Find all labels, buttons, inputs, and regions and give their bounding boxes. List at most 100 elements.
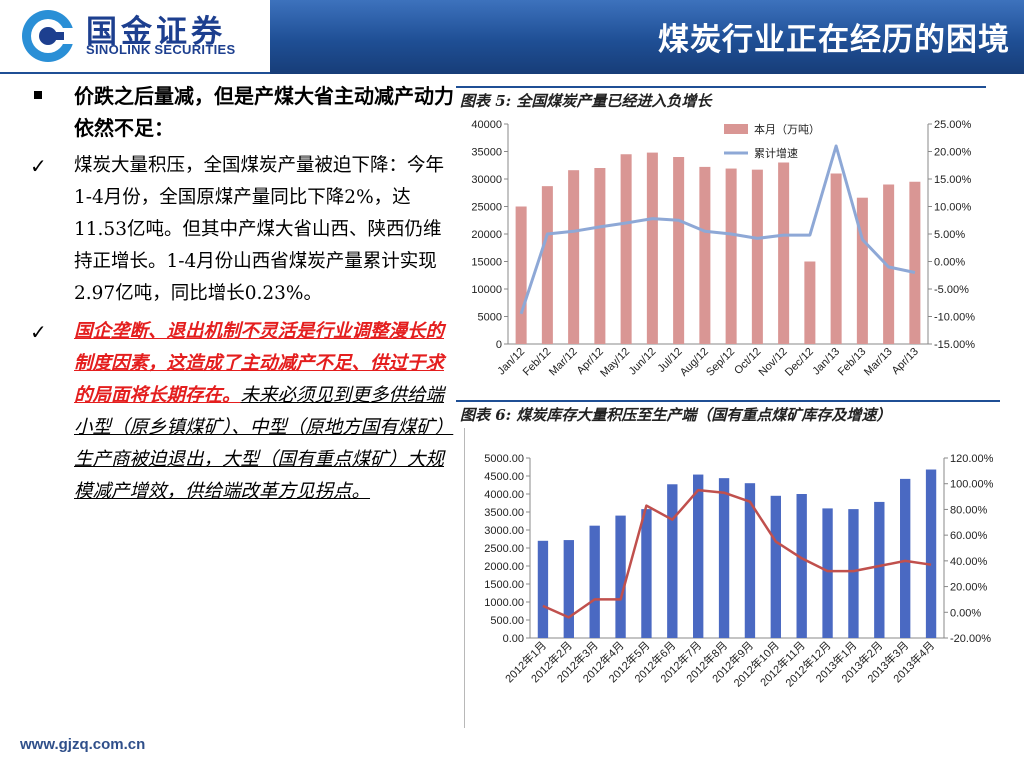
chart2-frame-line [464,428,465,728]
bar [874,501,885,638]
logo-english-name: SINOLINK SECURITIES [86,42,236,57]
x-tick-label: Mar/13 [862,346,895,379]
bar [699,166,711,344]
legend-swatch-bar [724,124,748,134]
left-tick-label: 20000 [471,229,502,241]
bar [537,540,549,638]
left-tick-label: 1500.00 [484,579,524,591]
right-tick-label: 20.00% [950,582,988,594]
right-tick-label: 25.00% [934,119,972,131]
bar [900,478,911,638]
bar [620,154,632,344]
right-tick-label: 5.00% [934,229,965,241]
right-tick-label: -10.00% [934,312,975,324]
chart2-coal-inventory: 5000.00 4500.00 4000.00 3500.00 3000.00 2500.… [484,453,994,690]
left-tick-label: 4000.00 [484,489,524,501]
bar [830,173,842,344]
x-tick-label: Apr/13 [890,346,921,377]
bar [883,184,895,344]
bar [615,515,626,638]
left-tick-label: 35000 [471,147,502,159]
check-point-2-text: 煤炭大量积压，全国煤炭产量被迫下降：今年1-4月份，全国原煤产量同比下降2%，达… [74,155,445,304]
bar [594,168,606,344]
legend-label-line: 累计增速 [754,146,798,160]
x-tick-label: Aug/12 [678,346,711,379]
bar [822,508,833,638]
bar [693,474,704,638]
bar [925,469,937,638]
x-tick-label: Sep/12 [704,346,737,379]
right-tick-label: 15.00% [934,174,972,186]
bar [856,197,868,344]
left-tick-label: 2500.00 [484,543,524,555]
bar [563,540,574,638]
chart1-top-rule [456,86,986,88]
legend-label-bar: 本月（万吨） [754,122,820,136]
bar [804,261,816,344]
right-tick-label: 80.00% [950,504,988,516]
bar [515,206,527,344]
left-tick-label: 5000 [478,312,502,324]
right-tick-label: 0.00% [934,257,965,269]
x-tick-label: Dec/12 [783,346,816,379]
bar [568,170,580,344]
check-point-3-text: 未来必须见到更多供给端小型（原乡镇煤矿）、中型（原地方国有煤矿）生产商被迫退出，… [74,385,454,502]
left-tick-label: 0 [496,339,502,351]
bar [796,494,807,638]
left-tick-label: 500.00 [490,615,524,627]
right-tick-label: -5.00% [934,284,969,296]
right-tick-label: 0.00% [950,607,981,619]
square-bullet-icon [34,91,42,99]
bar [848,509,859,638]
chart1-title: 图表 5: 全国煤炭产量已经进入负增长 [460,92,712,110]
bar [778,162,790,344]
left-tick-label: 3500.00 [484,507,524,519]
chart2-top-rule [456,400,1000,402]
bar [673,157,685,344]
x-tick-label: Feb/13 [836,346,869,379]
right-tick-label: -20.00% [950,633,991,645]
bar [718,478,730,638]
bar [641,509,652,638]
logo-chinese-name: 国金证券 [86,14,226,50]
right-tick-label: 120.00% [950,453,994,465]
right-tick-label: 60.00% [950,530,988,542]
left-tick-label: 30000 [471,174,502,186]
bar [744,483,756,638]
right-tick-label: -15.00% [934,339,975,351]
bar [725,168,737,344]
series-line [519,144,916,315]
bar [751,169,763,344]
footer-website: www.gjzq.com.cn [20,736,146,753]
x-tick-label: Feb/12 [521,346,554,379]
bullet-point-1-text: 价跌之后量减，但是产煤大省主动减产动力依然不足： [74,84,454,140]
left-tick-label: 1000.00 [484,597,524,609]
left-tick-label: 0.00 [503,633,524,645]
page-title: 煤炭行业正在经历的困境 [658,22,1010,58]
left-tick-label: 40000 [471,119,502,131]
left-tick-label: 4500.00 [484,471,524,483]
chart2-title: 图表 6: 煤炭库存大量积压至生产端（国有重点煤矿库存及增速） [460,406,892,424]
checkmark-icon: ✓ [30,320,47,344]
sinolink-logo-icon [22,10,76,62]
check-point-3-highlight: 国企垄断、退出机制不灵活是行业调整漫长的制度因素，这造成了主动减产不足、供过于求… [74,321,445,406]
bar [770,495,781,638]
left-tick-label: 25000 [471,202,502,214]
series-line [542,488,932,619]
header-bar: 国金证券 SINOLINK SECURITIES 煤炭行业正在经历的困境 [0,0,1024,74]
checkmark-icon: ✓ [30,154,47,178]
x-tick-label: Mar/12 [547,346,580,379]
check-point-3: ✓ 国企垄断、退出机制不灵活是行业调整漫长的制度因素，这造成了主动减产不足、供过… [30,316,455,508]
left-tick-label: 5000.00 [484,453,524,465]
left-tick-label: 15000 [471,257,502,269]
bar [667,484,678,638]
right-tick-label: 40.00% [950,556,988,568]
header-gradient [270,0,1024,74]
text-column: 价跌之后量减，但是产煤大省主动减产动力依然不足： ✓ 煤炭大量积压，全国煤炭产量… [30,80,455,508]
left-tick-label: 2000.00 [484,561,524,573]
bar [589,525,600,638]
x-tick-label: May/12 [598,346,632,380]
left-tick-label: 10000 [471,284,502,296]
bar [541,186,553,344]
right-tick-label: 100.00% [950,479,994,491]
